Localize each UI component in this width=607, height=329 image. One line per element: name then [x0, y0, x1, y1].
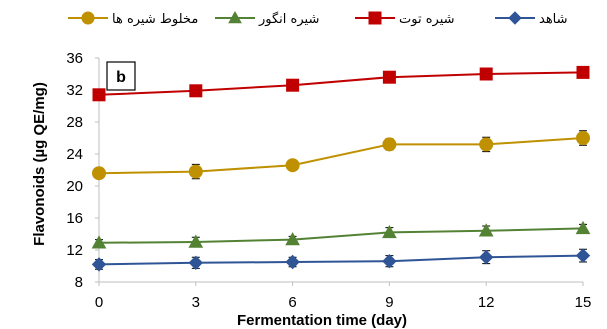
y-tick-label: 20: [66, 178, 83, 195]
data-point: [479, 137, 494, 152]
legend-entry: شاهد: [495, 11, 568, 27]
legend-entry: شیره انگور: [215, 10, 319, 27]
data-point: [92, 166, 106, 181]
data-point: [285, 254, 300, 270]
data-point: [91, 235, 107, 249]
legend-label: مخلوط شیره ها: [112, 12, 198, 27]
series-layer: [91, 65, 591, 272]
data-point: [478, 249, 494, 265]
y-axis-title: Flavonoids (µg QE/mg): [31, 82, 48, 246]
data-point: [189, 84, 203, 98]
data-point: [478, 223, 494, 237]
y-tick-label: 24: [66, 146, 83, 163]
y-tick-label: 28: [66, 114, 83, 131]
legend-marker: [508, 11, 522, 25]
series-3: [92, 130, 590, 181]
y-tick-label: 36: [66, 50, 83, 67]
data-point: [382, 253, 397, 269]
panel-label-group: b: [106, 61, 136, 91]
legend-marker: [368, 11, 382, 25]
data-point: [286, 78, 300, 92]
y-tick-label: 8: [75, 274, 83, 291]
panel-label-box: [106, 61, 136, 91]
legend-entry: شیره توت: [355, 11, 455, 27]
x-tick-label: 0: [95, 294, 103, 311]
x-tick-label: 12: [478, 294, 495, 311]
series-line: [98, 137, 584, 175]
x-tick-label: 3: [192, 294, 200, 311]
data-point: [479, 67, 493, 81]
data-point: [575, 220, 591, 235]
y-tick-label: 32: [66, 82, 83, 99]
data-point: [382, 224, 397, 239]
legend-marker: [228, 10, 242, 24]
series-line: [98, 254, 584, 266]
x-tick-label: 9: [385, 294, 393, 311]
panel-label: b: [116, 69, 126, 86]
data-point: [576, 65, 590, 79]
data-point: [382, 137, 397, 152]
data-point: [92, 88, 106, 102]
data-point: [575, 248, 591, 263]
series-line: [98, 227, 584, 244]
data-point: [285, 232, 300, 246]
legend-label: شیره انگور: [258, 11, 319, 27]
data-point: [188, 234, 204, 248]
data-point: [91, 257, 107, 272]
legend-label: شاهد: [539, 12, 568, 27]
y-tick-label: 12: [66, 242, 83, 259]
data-point: [576, 131, 590, 145]
legend-label: شیره توت: [399, 12, 455, 27]
x-axis-title: Fermentation time (day): [237, 312, 407, 329]
data-point: [382, 70, 396, 84]
series-1: [92, 65, 590, 102]
data-point: [285, 158, 300, 173]
series-0: [91, 248, 591, 272]
data-point: [188, 164, 203, 179]
data-point: [188, 255, 204, 271]
series-2: [91, 220, 591, 249]
legend-marker: [81, 11, 95, 25]
legend: شاهد شیره توت شیره انگور مخلوط شیره ها: [68, 10, 568, 27]
x-tick-label: 6: [288, 294, 296, 311]
y-tick-label: 16: [66, 210, 83, 227]
legend-entry: مخلوط شیره ها: [68, 11, 198, 27]
series-line: [98, 71, 584, 96]
x-tick-label: 15: [575, 294, 592, 311]
